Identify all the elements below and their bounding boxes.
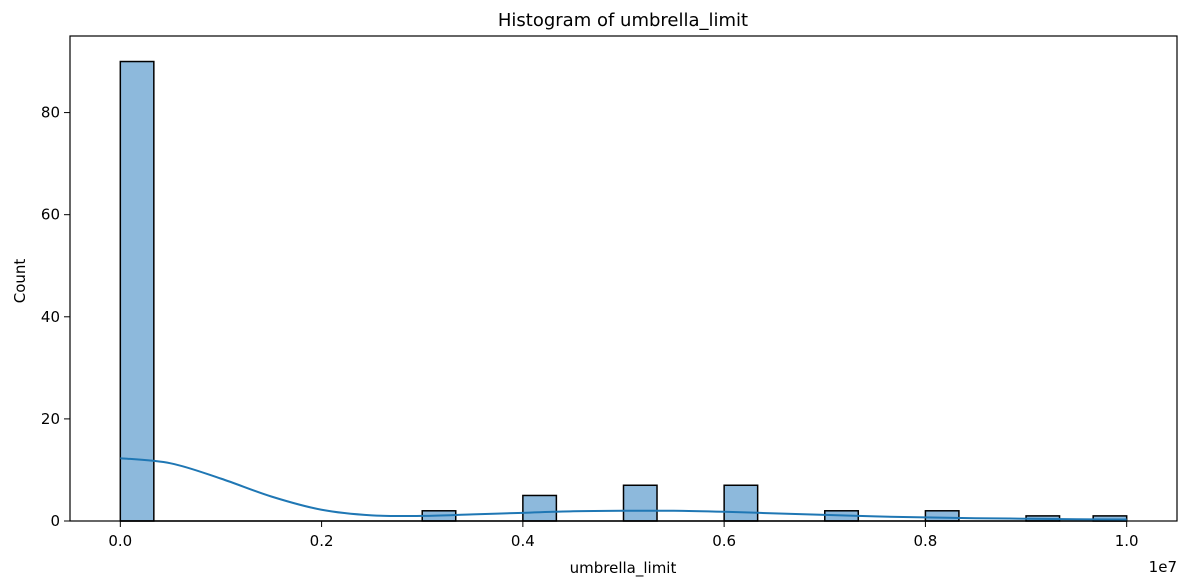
histogram-bar <box>924 510 960 522</box>
y-tick-label: 60 <box>41 206 60 224</box>
x-tick-label: 0.2 <box>310 532 334 550</box>
x-tick-label: 0.6 <box>712 532 736 550</box>
y-tick-label: 80 <box>41 104 60 122</box>
x-axis-offset-label: 1e7 <box>1149 558 1177 576</box>
kde-line <box>120 457 1127 521</box>
y-tick-label: 0 <box>50 512 60 530</box>
histogram-bar <box>723 484 759 522</box>
y-tick-label: 20 <box>41 410 60 428</box>
x-tick-label: 0.0 <box>108 532 132 550</box>
x-tick-label: 1.0 <box>1115 532 1139 550</box>
x-axis-ticks: 0.0 0.2 0.4 0.6 0.8 1.0 <box>108 521 1139 550</box>
x-tick-label: 0.8 <box>913 532 937 550</box>
x-axis-label: umbrella_limit <box>570 559 677 578</box>
chart-title: Histogram of umbrella_limit <box>498 10 748 31</box>
histogram-bar <box>119 60 155 522</box>
y-axis-ticks: 0 20 40 60 80 <box>41 104 70 530</box>
x-tick-label: 0.4 <box>511 532 535 550</box>
y-tick-label: 40 <box>41 308 60 326</box>
histogram-bar <box>622 484 658 522</box>
bars-layer <box>119 60 1128 522</box>
histogram-bar <box>522 494 558 522</box>
plot-frame <box>69 35 1178 522</box>
y-axis-label: Count <box>11 259 29 304</box>
